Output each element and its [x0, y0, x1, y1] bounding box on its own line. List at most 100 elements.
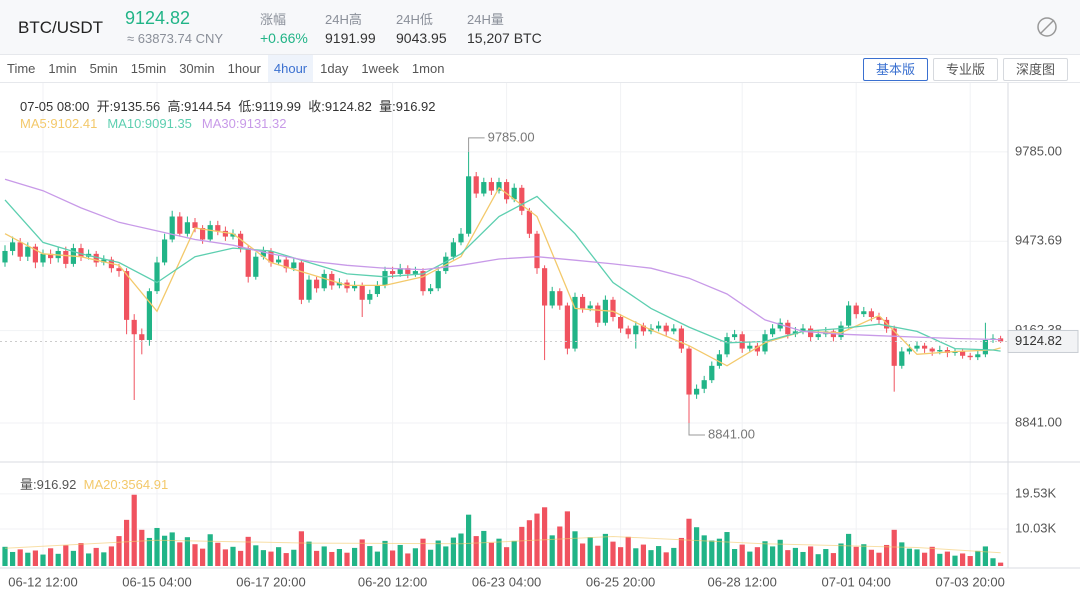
- candle-body: [960, 351, 966, 356]
- candle-body: [314, 279, 320, 289]
- volume-bar: [648, 550, 654, 566]
- candle-body: [435, 271, 441, 289]
- candle-body: [564, 305, 570, 349]
- candle-body: [169, 216, 175, 240]
- interval-tab[interactable]: 30min: [179, 61, 215, 76]
- candle-body: [724, 337, 730, 355]
- volume-bar: [929, 546, 935, 566]
- volume-bar: [572, 531, 578, 566]
- info-high: 9144.54: [184, 99, 232, 114]
- candle-body: [245, 248, 251, 277]
- candle-body: [306, 279, 312, 300]
- candle-body: [184, 222, 190, 234]
- volume-bar: [823, 549, 829, 566]
- volume-bar: [412, 548, 418, 566]
- y-tick-label: 9785.00: [1015, 143, 1062, 158]
- candle-body: [716, 354, 722, 366]
- candle-body: [428, 288, 434, 292]
- volume-bar: [154, 527, 160, 566]
- candle-body: [982, 339, 988, 355]
- candle-body: [914, 345, 920, 349]
- candle-body: [238, 233, 244, 249]
- volume-bar: [397, 544, 403, 566]
- volume-bar: [732, 549, 738, 566]
- volume-bar: [884, 544, 890, 566]
- annotation-pointer: [468, 137, 485, 152]
- volume-bar: [800, 551, 806, 566]
- volume-bar: [526, 520, 532, 566]
- interval-tab[interactable]: 1mon: [411, 61, 445, 76]
- candle-body: [899, 351, 905, 366]
- candle-body: [2, 250, 8, 263]
- volume-bar: [268, 551, 274, 566]
- volume-bar: [222, 549, 228, 566]
- vol-ma-line: [4, 535, 1001, 554]
- high-label: 24H高: [325, 12, 362, 27]
- candle-body: [625, 328, 631, 335]
- candle-body: [450, 242, 456, 257]
- volume-bar: [633, 548, 639, 566]
- mode-button[interactable]: 基本版: [863, 58, 928, 81]
- candle-body: [154, 262, 160, 292]
- x-tick-label: 06-28 12:00: [707, 574, 776, 589]
- candle-body: [276, 259, 282, 263]
- ma-legend-item: MA30:9131.32: [201, 116, 287, 131]
- annotation-label: 9785.00: [488, 129, 535, 144]
- candle-body: [511, 187, 517, 200]
- candle-body: [488, 182, 494, 191]
- interval-tab[interactable]: 4hour: [267, 55, 314, 82]
- volume-bar: [450, 537, 456, 566]
- volume-bar: [55, 553, 61, 566]
- mode-button[interactable]: 深度图: [1003, 58, 1068, 81]
- interval-tab[interactable]: 1week: [361, 61, 399, 76]
- volume-bar: [580, 543, 586, 566]
- candle-body: [618, 317, 624, 329]
- candle-body: [253, 256, 259, 277]
- volume-bar: [116, 536, 122, 566]
- volume-bar: [162, 535, 168, 566]
- plot-bg: [0, 83, 1080, 605]
- candle-body: [709, 365, 715, 381]
- candle-body: [671, 328, 677, 332]
- candle-body: [656, 325, 662, 329]
- mode-button[interactable]: 专业版: [933, 58, 998, 81]
- interval-tab[interactable]: Time: [7, 61, 36, 76]
- annotation-label: 8841.00: [708, 426, 755, 441]
- volume-bar: [777, 539, 783, 566]
- volume-bar: [640, 544, 646, 566]
- volume-bar: [70, 550, 76, 566]
- volume-bar: [922, 552, 928, 566]
- candle-body: [542, 268, 548, 306]
- interval-tab[interactable]: 15min: [130, 61, 167, 76]
- volume-bar: [960, 553, 966, 566]
- volume-bar: [473, 536, 479, 566]
- theme-icon[interactable]: [1035, 15, 1059, 39]
- volume-bar: [952, 555, 958, 566]
- volume-bar: [785, 550, 791, 566]
- volume-bar: [428, 549, 434, 566]
- volume-bar: [861, 544, 867, 566]
- volume-bar: [382, 540, 388, 566]
- interval-tab[interactable]: 5min: [89, 61, 118, 76]
- interval-tab[interactable]: 1hour: [227, 61, 261, 76]
- candle-body: [701, 380, 707, 389]
- volume-bar: [716, 538, 722, 566]
- volume-bar: [131, 494, 137, 566]
- vol-value: 916.92: [36, 477, 77, 492]
- volume-bar: [678, 537, 684, 566]
- volume-bar: [124, 519, 130, 566]
- low-label: 24H低: [396, 12, 433, 27]
- volume-bar: [405, 553, 411, 566]
- volume-bar: [192, 544, 198, 566]
- volume-bar: [390, 550, 396, 566]
- candle-body: [352, 285, 358, 289]
- candle-body: [906, 348, 912, 352]
- interval-tab[interactable]: 1day: [320, 61, 349, 76]
- volume-bar: [2, 546, 8, 566]
- volume-bar: [352, 547, 358, 566]
- volume-bar: [542, 507, 548, 566]
- interval-tab[interactable]: 1min: [48, 61, 77, 76]
- volume-bar: [891, 529, 897, 566]
- volume-bar: [868, 549, 874, 566]
- candle-body: [420, 271, 426, 292]
